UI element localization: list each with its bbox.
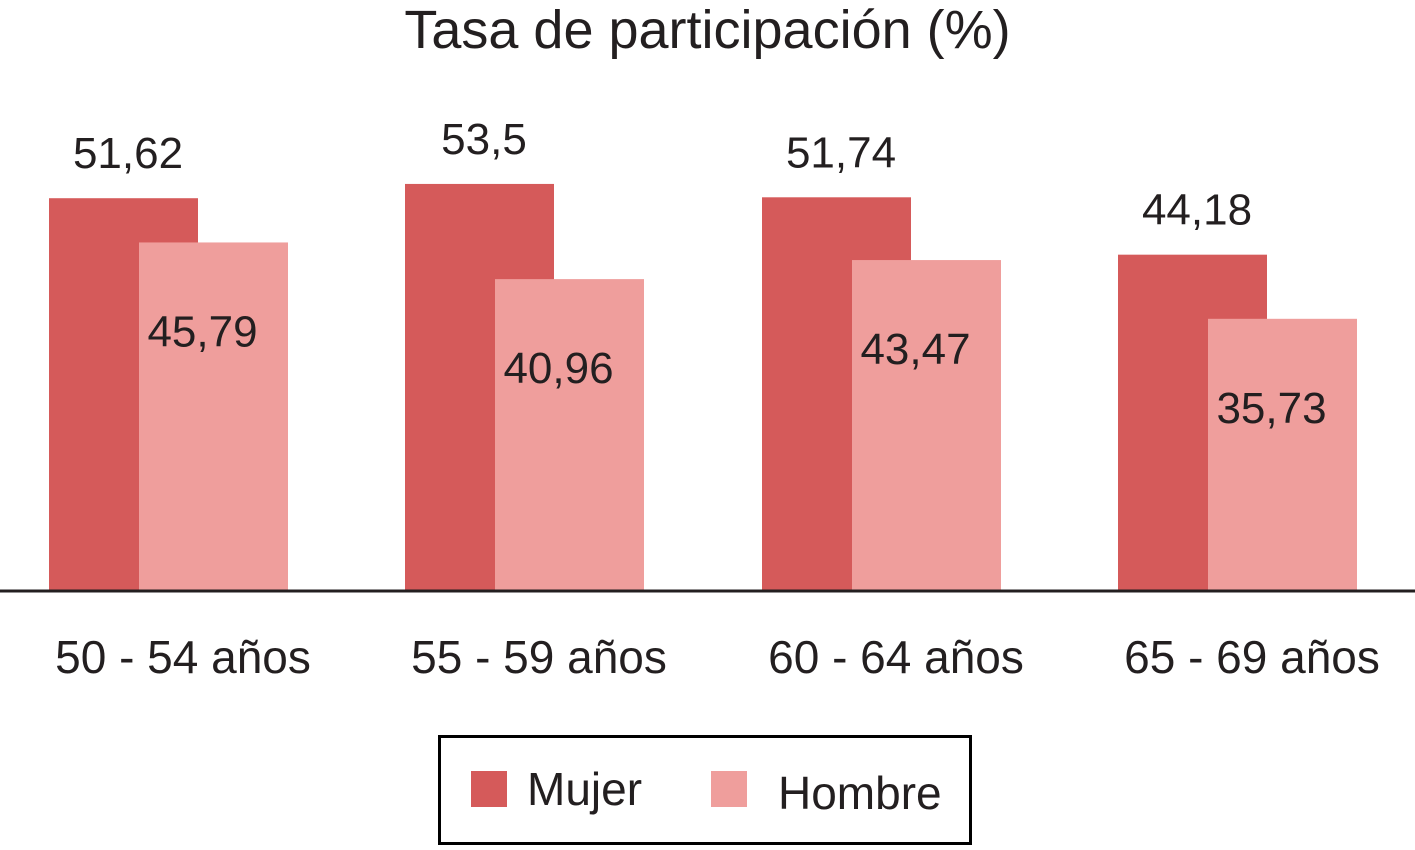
data-label-hombre-1: 40,96 — [503, 344, 613, 393]
data-label-hombre-3: 35,73 — [1216, 384, 1326, 433]
x-tick-label-3: 65 - 69 años — [1124, 631, 1380, 683]
bar-hombre-2 — [852, 260, 1001, 590]
legend-swatch-hombre — [711, 771, 747, 807]
x-tick-label-2: 60 - 64 años — [768, 631, 1024, 683]
bar-hombre-3 — [1208, 318, 1357, 590]
bar-hombre-0 — [139, 242, 288, 590]
data-label-hombre-2: 43,47 — [860, 325, 970, 374]
chart-title: Tasa de participación (%) — [404, 0, 1011, 60]
bar-hombre-1 — [495, 279, 644, 590]
x-tick-label-0: 50 - 54 años — [55, 631, 311, 683]
data-label-mujer-0: 51,62 — [73, 129, 183, 178]
data-label-mujer-2: 51,74 — [786, 128, 896, 177]
legend-label-hombre: Hombre — [778, 767, 942, 819]
data-label-mujer-1: 53,5 — [441, 115, 527, 164]
data-label-hombre-0: 45,79 — [147, 307, 257, 356]
legend-label-mujer: Mujer — [527, 763, 643, 815]
x-tick-label-1: 55 - 59 años — [411, 631, 667, 683]
data-label-mujer-3: 44,18 — [1142, 186, 1252, 235]
legend-swatch-mujer — [471, 771, 507, 807]
legend: Mujer Hombre — [438, 735, 972, 845]
